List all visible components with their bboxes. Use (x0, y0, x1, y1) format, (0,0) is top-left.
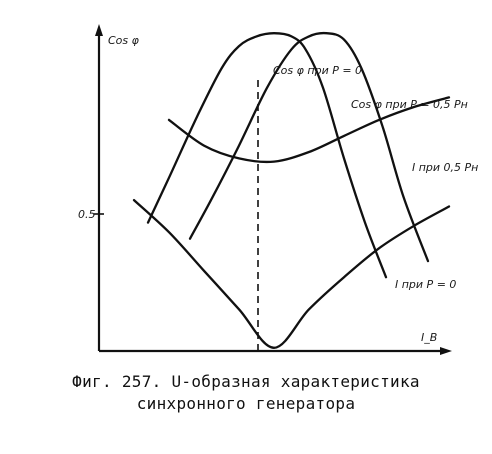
annotation-i-p0: I при P = 0 (395, 278, 456, 291)
annotation-cos-p05: Cos φ при P = 0,5 Pн (351, 98, 468, 111)
caption-line-2: синхронного генератора (136, 394, 356, 413)
y-axis-label: Cos φ (108, 34, 140, 47)
y-axis-arrow-icon (95, 24, 103, 36)
series-line-2 (167, 96, 451, 164)
curves (132, 31, 451, 349)
axes (94, 24, 452, 355)
series-line-3 (132, 198, 451, 349)
series-line-0 (146, 32, 388, 279)
caption-line-1: Фиг. 257. U-образная характеристика (72, 372, 420, 391)
y-tick-label: 0.5 (78, 208, 96, 221)
annotation-cos-p0: Cos φ при P = 0 (273, 64, 362, 77)
u-curve-chart: Cos φ I_В 0.5 Cos φ при P = 0 Cos φ при … (78, 24, 478, 355)
annotation-i-05: I при 0,5 Pн (412, 161, 478, 174)
x-axis-label: I_В (421, 331, 437, 344)
series-line-1 (188, 31, 430, 263)
x-axis-arrow-icon (440, 347, 452, 355)
